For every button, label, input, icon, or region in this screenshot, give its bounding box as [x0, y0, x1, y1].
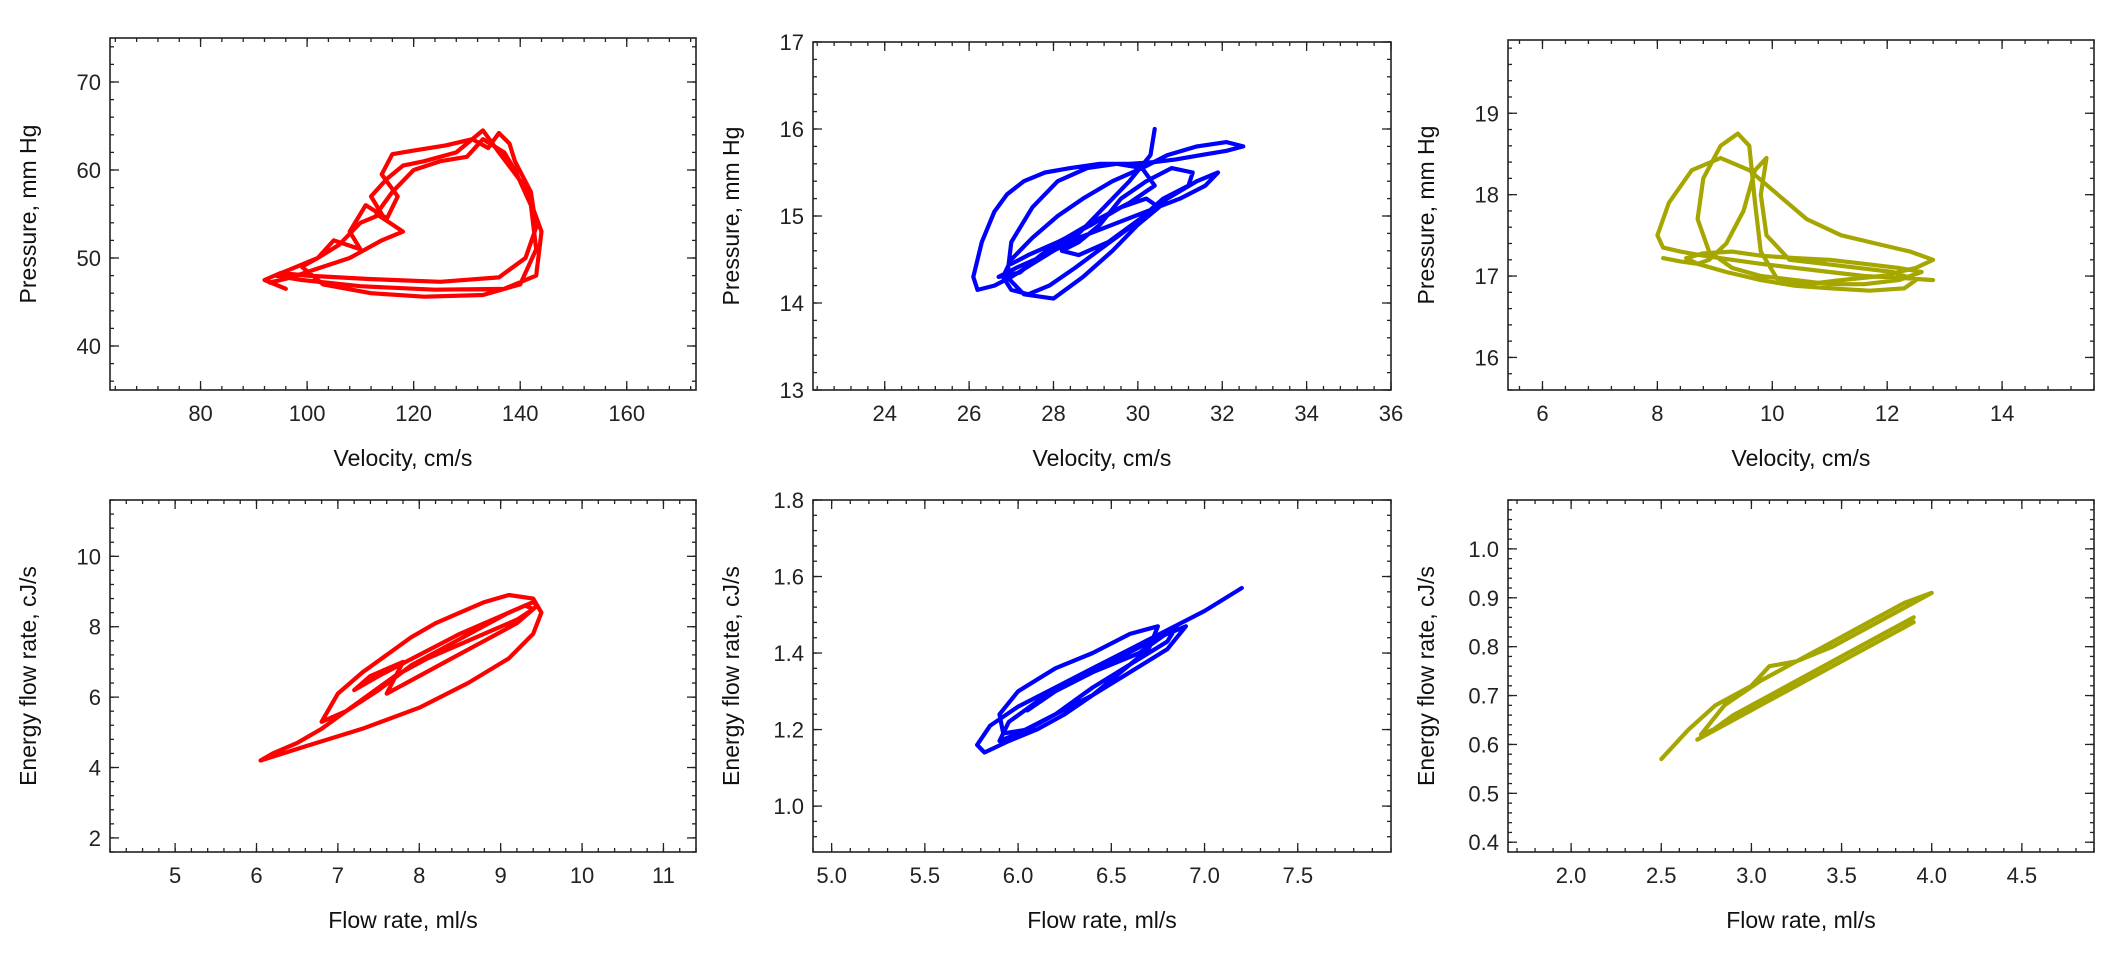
- plot-frame: [1507, 39, 2095, 391]
- y-tick-label: 70: [77, 70, 101, 95]
- x-axis-label: Flow rate, ml/s: [1027, 907, 1177, 933]
- x-tick-label: 14: [1990, 401, 2014, 426]
- chart-panel: 2.0 2.5 3.0 3.5 4.0 4.5 0.4 0.5 0.6 0.7 0.8 0.9 1.0 F…: [1413, 499, 2095, 933]
- y-tick-label: 0.7: [1468, 684, 1499, 709]
- y-tick-label: 16: [780, 117, 804, 142]
- y-tick-label: 15: [780, 204, 804, 229]
- x-tick-label: 10: [1760, 401, 1784, 426]
- plot-frame: [812, 499, 1392, 853]
- y-tick-label: 0.8: [1468, 635, 1499, 660]
- y-tick-label: 13: [780, 378, 804, 403]
- y-tick-label: 18: [1475, 183, 1499, 208]
- x-axis-label: Flow rate, ml/s: [1726, 907, 1876, 933]
- x-tick-label: 26: [957, 401, 981, 426]
- x-tick-label: 30: [1126, 401, 1150, 426]
- y-tick-label: 10: [77, 544, 101, 569]
- x-tick-label: 34: [1294, 401, 1318, 426]
- x-tick-label: 4.5: [2007, 863, 2038, 888]
- x-tick-label: 5: [169, 863, 181, 888]
- y-tick-label: 1.6: [773, 565, 804, 590]
- x-tick-label: 36: [1379, 401, 1403, 426]
- x-tick-label: 6.0: [1003, 863, 1034, 888]
- y-tick-label: 0.5: [1468, 781, 1499, 806]
- y-axis-label: Energy flow rate, cJ/s: [15, 566, 41, 786]
- y-tick-label: 2: [89, 826, 101, 851]
- plot-frame: [1507, 499, 2095, 853]
- x-tick-label: 160: [608, 401, 645, 426]
- y-tick-label: 40: [77, 334, 101, 359]
- y-tick-label: 1.2: [773, 718, 804, 743]
- x-tick-label: 3.0: [1736, 863, 1767, 888]
- series-line: [1659, 590, 1934, 762]
- chart-panel: 24 26 28 30 32 34 36 13 14 15 16 17 Velocity, cm/s Pr…: [718, 30, 1403, 471]
- y-tick-label: 60: [77, 158, 101, 183]
- x-tick-label: 32: [1210, 401, 1234, 426]
- x-tick-label: 120: [395, 401, 432, 426]
- x-tick-label: 8: [413, 863, 425, 888]
- series-line: [975, 585, 1244, 755]
- y-tick-label: 17: [780, 30, 804, 55]
- y-tick-label: 14: [780, 291, 804, 316]
- chart-panel: 5.0 5.5 6.0 6.5 7.0 7.5 1.0 1.2 1.4 1.6 1.8 Flow ra…: [718, 488, 1392, 933]
- series-line: [258, 592, 544, 763]
- y-tick-label: 17: [1475, 264, 1499, 289]
- x-tick-label: 9: [495, 863, 507, 888]
- y-tick-label: 6: [89, 685, 101, 710]
- x-tick-label: 3.5: [1826, 863, 1857, 888]
- y-tick-label: 1.8: [773, 488, 804, 513]
- y-tick-label: 8: [89, 615, 101, 640]
- plot-frame: [109, 37, 697, 391]
- y-tick-label: 1.0: [1468, 537, 1499, 562]
- x-tick-label: 12: [1875, 401, 1899, 426]
- x-tick-label: 6.5: [1096, 863, 1127, 888]
- y-axis-label: Pressure, mm Hg: [1413, 126, 1439, 305]
- y-tick-label: 16: [1475, 345, 1499, 370]
- x-tick-label: 2.5: [1646, 863, 1677, 888]
- y-axis-label: Energy flow rate, cJ/s: [1413, 566, 1439, 786]
- x-tick-label: 28: [1041, 401, 1065, 426]
- x-tick-label: 6: [250, 863, 262, 888]
- x-tick-label: 7: [332, 863, 344, 888]
- x-tick-label: 4.0: [1916, 863, 1947, 888]
- x-axis-label: Flow rate, ml/s: [328, 907, 478, 933]
- series-line: [971, 126, 1246, 301]
- y-axis-label: Pressure, mm Hg: [15, 125, 41, 304]
- x-axis-label: Velocity, cm/s: [334, 445, 473, 471]
- y-axis-label: Energy flow rate, cJ/s: [718, 566, 744, 786]
- x-tick-label: 6: [1536, 401, 1548, 426]
- x-tick-label: 140: [502, 401, 539, 426]
- series-line: [262, 128, 544, 299]
- y-tick-label: 19: [1475, 101, 1499, 126]
- chart-panel: 6 8 10 12 14 16 17 18 19 Velocity, cm/s Pressure, …: [1413, 39, 2095, 471]
- y-tick-label: 1.0: [773, 794, 804, 819]
- y-tick-label: 4: [89, 756, 101, 781]
- chart-panel: 5 6 7 8 9 10 11 2 4 6 8 10 Flow rate, ml/s Energy flo…: [15, 499, 697, 933]
- y-axis-label: Pressure, mm Hg: [718, 127, 744, 306]
- series-line: [1655, 131, 1936, 293]
- chart-panel: 80 100 120 140 160 40 50 60 70 Velocity, cm/s Pres…: [15, 37, 697, 471]
- x-axis-label: Velocity, cm/s: [1033, 445, 1172, 471]
- y-tick-label: 0.4: [1468, 830, 1499, 855]
- x-axis-label: Velocity, cm/s: [1732, 445, 1871, 471]
- x-tick-label: 7.5: [1282, 863, 1313, 888]
- x-tick-label: 7.0: [1189, 863, 1220, 888]
- x-tick-label: 11: [652, 863, 675, 888]
- x-tick-label: 10: [570, 863, 594, 888]
- y-tick-label: 1.4: [773, 641, 804, 666]
- x-tick-label: 8: [1651, 401, 1663, 426]
- y-tick-label: 50: [77, 246, 101, 271]
- x-tick-label: 80: [188, 401, 212, 426]
- x-tick-label: 2.0: [1556, 863, 1587, 888]
- x-tick-label: 5.0: [816, 863, 847, 888]
- y-tick-label: 0.6: [1468, 732, 1499, 757]
- x-tick-label: 24: [872, 401, 896, 426]
- x-tick-label: 100: [289, 401, 326, 426]
- x-tick-label: 5.5: [910, 863, 941, 888]
- y-tick-label: 0.9: [1468, 586, 1499, 611]
- plot-frame: [109, 499, 697, 853]
